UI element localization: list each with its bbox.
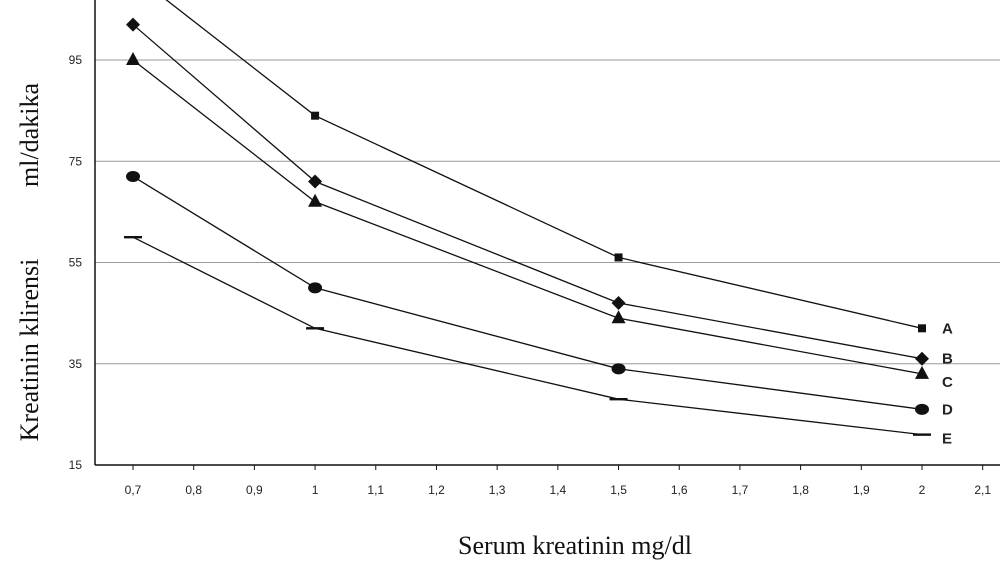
marker-a <box>918 324 926 333</box>
y-axis-title-left: Kreatinin klirensi <box>15 259 44 442</box>
x-tick-label: 0,9 <box>246 483 263 497</box>
x-tick-label: 1,5 <box>610 483 627 497</box>
x-tick-label: 1,8 <box>792 483 809 497</box>
x-tick-label: 1,2 <box>428 483 445 497</box>
marker-a <box>311 111 320 120</box>
marker-c <box>915 365 929 379</box>
y-axis-title-right: ml/dakika <box>15 83 44 187</box>
series-line-a <box>165 0 923 329</box>
series-label-a: A <box>942 320 953 337</box>
marker-b <box>611 296 626 310</box>
marker-b <box>126 17 140 32</box>
series-label-e: E <box>942 431 952 448</box>
x-tick-label: 1,4 <box>550 483 567 497</box>
series-line-d <box>132 175 923 410</box>
series-label-d: D <box>942 401 953 418</box>
x-tick-label: 1,7 <box>732 483 749 497</box>
series-line-b <box>132 24 923 360</box>
marker-e <box>306 327 325 330</box>
markers <box>124 17 931 436</box>
x-tick-label: 0,8 <box>185 483 202 497</box>
y-tick-label: 95 <box>69 53 83 67</box>
x-tick-label: 1,3 <box>489 483 506 497</box>
marker-e <box>913 433 931 436</box>
y-tick-label: 15 <box>69 458 83 472</box>
y-tick-label: 55 <box>69 256 83 270</box>
x-tick-label: 1,9 <box>853 483 870 497</box>
marker-b <box>915 351 929 366</box>
y-tick-label: 75 <box>69 154 83 168</box>
marker-e <box>124 235 142 239</box>
series-line-e <box>132 236 923 436</box>
x-tick-label: 2,1 <box>974 483 991 497</box>
marker-c <box>308 193 323 207</box>
series-lines <box>132 0 923 436</box>
series-line-c <box>132 59 923 375</box>
marker-b <box>308 174 323 189</box>
x-tick-label: 0,7 <box>125 483 142 497</box>
marker-c <box>126 52 140 65</box>
x-axis-title: Serum kreatinin mg/dl <box>458 531 692 560</box>
x-tick-label: 2 <box>919 483 926 497</box>
x-tick-label: 1,6 <box>671 483 688 497</box>
marker-a <box>614 253 623 262</box>
gridlines <box>95 59 1000 365</box>
x-tick-label: 1,1 <box>367 483 384 497</box>
y-tick-label: 35 <box>69 357 83 371</box>
axes: 15 35 55 75 95 0,7 0,8 0,9 1 1,1 1,2 1,3 1,4 1,5 1,6 1,… <box>69 0 1000 497</box>
marker-e <box>609 397 628 401</box>
marker-d <box>308 282 323 294</box>
x-tick-label: 1 <box>312 483 319 497</box>
series-label-c: C <box>942 374 953 391</box>
marker-d <box>611 363 626 375</box>
marker-c <box>611 310 626 324</box>
marker-d <box>915 403 929 415</box>
marker-d <box>126 170 140 182</box>
series-label-b: B <box>942 351 953 368</box>
